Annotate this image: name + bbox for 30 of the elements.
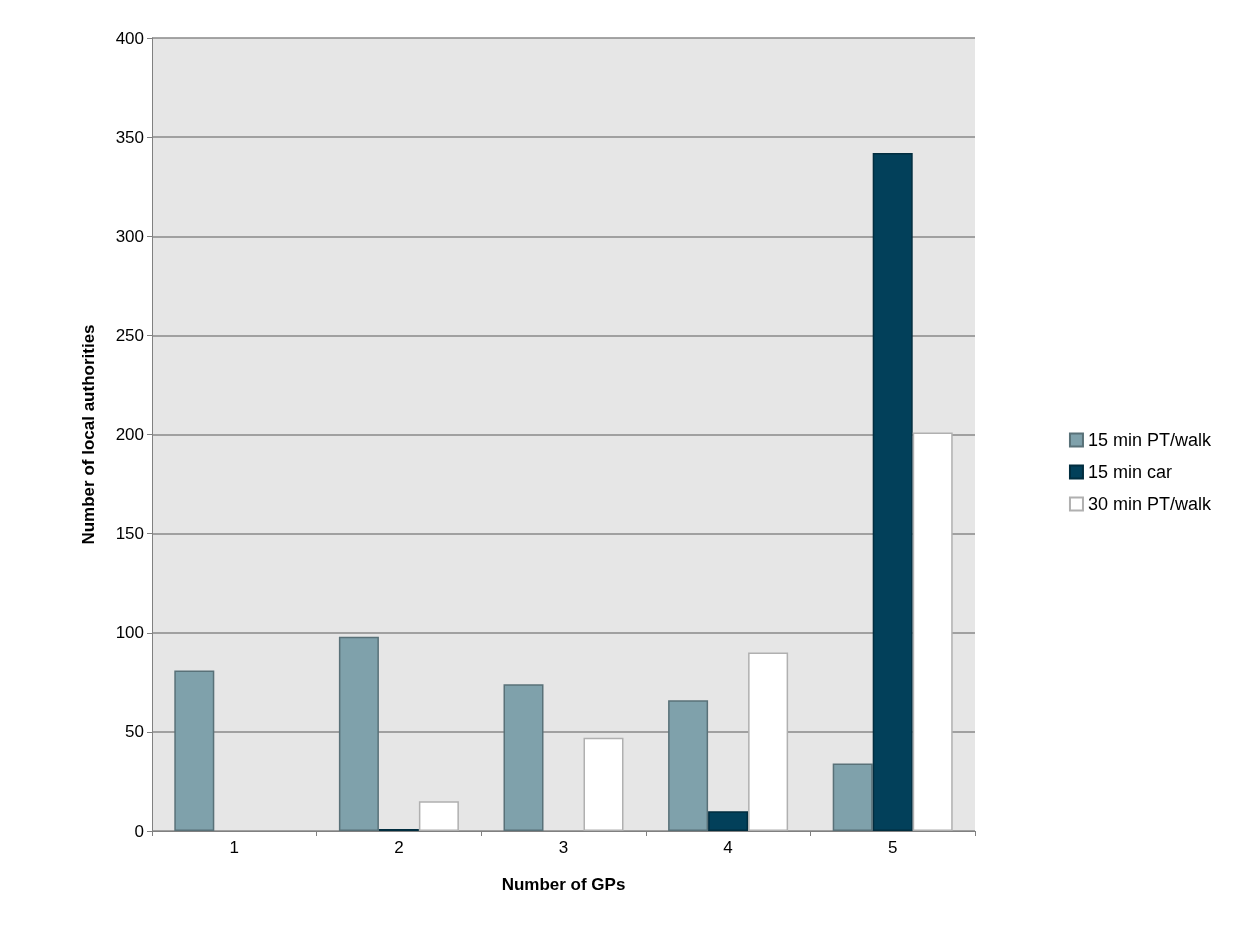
bar <box>872 152 913 831</box>
x-tick-label: 4 <box>723 838 733 857</box>
y-tick-label: 100 <box>115 623 144 643</box>
bar <box>418 801 459 831</box>
y-tick-label: 50 <box>125 722 144 742</box>
legend-label: 30 min PT/walk <box>1087 494 1212 514</box>
legend-label: 15 min car <box>1087 462 1173 482</box>
bar <box>832 763 873 831</box>
bar <box>583 737 624 831</box>
y-tick-label: 350 <box>115 127 144 147</box>
bar <box>174 670 215 831</box>
legend-label: 15 min PT/walk <box>1087 430 1212 450</box>
bar <box>338 636 379 831</box>
y-tick-label: 250 <box>115 325 144 345</box>
bar <box>748 652 789 831</box>
y-tick-label: 400 <box>115 28 144 48</box>
y-tick-label: 200 <box>115 425 144 444</box>
bar <box>912 432 953 831</box>
y-tick-label: 300 <box>115 226 144 246</box>
x-axis-title: Number of GPs <box>501 875 626 894</box>
x-tick-label: 3 <box>558 838 569 857</box>
bar <box>708 811 749 831</box>
y-tick-label: 150 <box>115 524 144 544</box>
bar <box>668 700 709 831</box>
bar <box>503 684 544 831</box>
y-axis-title: Number of local authorities <box>79 324 98 545</box>
y-tick-label: 0 <box>134 821 144 841</box>
x-tick-label: 5 <box>887 838 898 857</box>
x-tick-label: 1 <box>229 838 240 857</box>
x-tick-label: 2 <box>394 838 404 857</box>
